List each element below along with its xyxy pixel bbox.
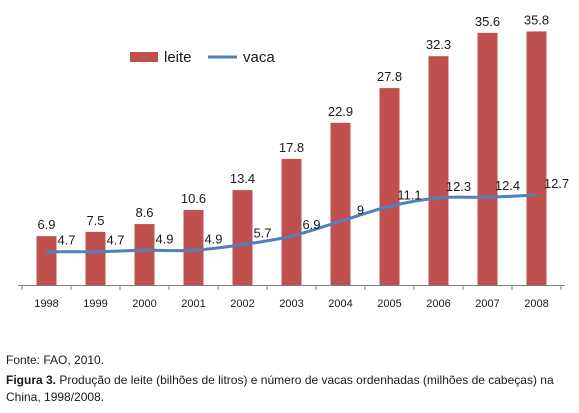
data-label-vaca-2002: 5.7 [253,226,271,241]
bar-leite-2004 [330,122,351,286]
x-tick-label-2005: 2005 [377,298,401,310]
data-label-vaca-2006: 12.3 [446,179,471,194]
data-label-vaca-2008: 12.7 [544,176,569,191]
x-tick-label-2004: 2004 [328,298,352,310]
x-tick-label-2008: 2008 [524,298,548,310]
data-label-vaca-2003: 6.9 [302,217,320,232]
line-series-vaca [46,193,537,254]
bar-leite-2006 [428,56,449,286]
data-label-vaca-1998: 4.7 [57,233,75,248]
caption-source: Fonte: FAO, 2010. [6,353,105,367]
data-label-leite-2000: 8.6 [135,205,153,220]
data-label-leite-1999: 7.5 [86,213,104,228]
data-label-leite-2007: 35.6 [475,14,500,29]
bar-leite-2008 [526,31,547,285]
x-tick-label-2006: 2006 [426,298,450,310]
line-vaca [46,193,537,254]
data-labels: 6.9 7.5 8.6 10.6 13.4 17.8 22.9 27.8 32.3 35.6 35.… [37,12,569,247]
bar-leite-2000 [134,224,155,285]
bar-leite-2001 [183,209,204,285]
data-label-leite-1998: 6.9 [37,217,55,232]
data-label-leite-2004: 22.9 [328,104,353,119]
data-label-leite-2003: 17.8 [279,140,304,155]
legend-label-leite: leite [164,49,192,66]
legend-swatch-leite [130,52,158,62]
bar-leite-1998 [36,236,57,285]
data-label-leite-2008: 35.8 [524,12,549,27]
bar-leite-2002 [232,190,253,285]
data-label-vaca-2007: 12.4 [495,178,520,193]
x-tick-label-2003: 2003 [279,298,303,310]
x-axis-ticks: 1998 1999 2000 2001 2002 2003 2004 2005 2006 2007… [21,285,562,310]
bar-series-leite [36,31,547,286]
bar-leite-2007 [477,32,498,286]
chart: 1998 1999 2000 2001 2002 2003 2004 2005 2006 2007… [18,12,569,310]
x-tick-label-2001: 2001 [181,298,205,310]
data-label-leite-2006: 32.3 [426,37,451,52]
bar-leite-2005 [379,88,400,285]
data-label-vaca-2001: 4.9 [204,231,222,246]
data-label-leite-2002: 13.4 [230,171,255,186]
data-label-leite-2005: 27.8 [377,69,402,84]
data-label-vaca-1999: 4.7 [106,233,124,248]
figure-caption: Figura 3. Produção de leite (bilhões de … [6,372,576,406]
data-label-leite-2001: 10.6 [181,191,206,206]
x-tick-label-2000: 2000 [132,298,156,310]
legend-label-vaca: vaca [243,49,275,66]
x-tick-label-1999: 1999 [83,298,107,310]
legend: leite vaca [130,49,275,66]
figure-label: Figura 3. [6,373,57,387]
data-label-vaca-2005: 11.1 [397,187,421,202]
x-tick-label-1998: 1998 [34,298,58,310]
figure-caption-text: Produção de leite (bilhões de litros) e … [6,373,554,404]
bar-leite-1999 [85,231,106,285]
x-tick-label-2007: 2007 [475,298,499,310]
x-tick-label-2002: 2002 [230,298,254,310]
data-label-vaca-2000: 4.9 [155,231,173,246]
data-label-vaca-2004: 9 [357,202,364,217]
bar-leite-2003 [281,158,302,285]
